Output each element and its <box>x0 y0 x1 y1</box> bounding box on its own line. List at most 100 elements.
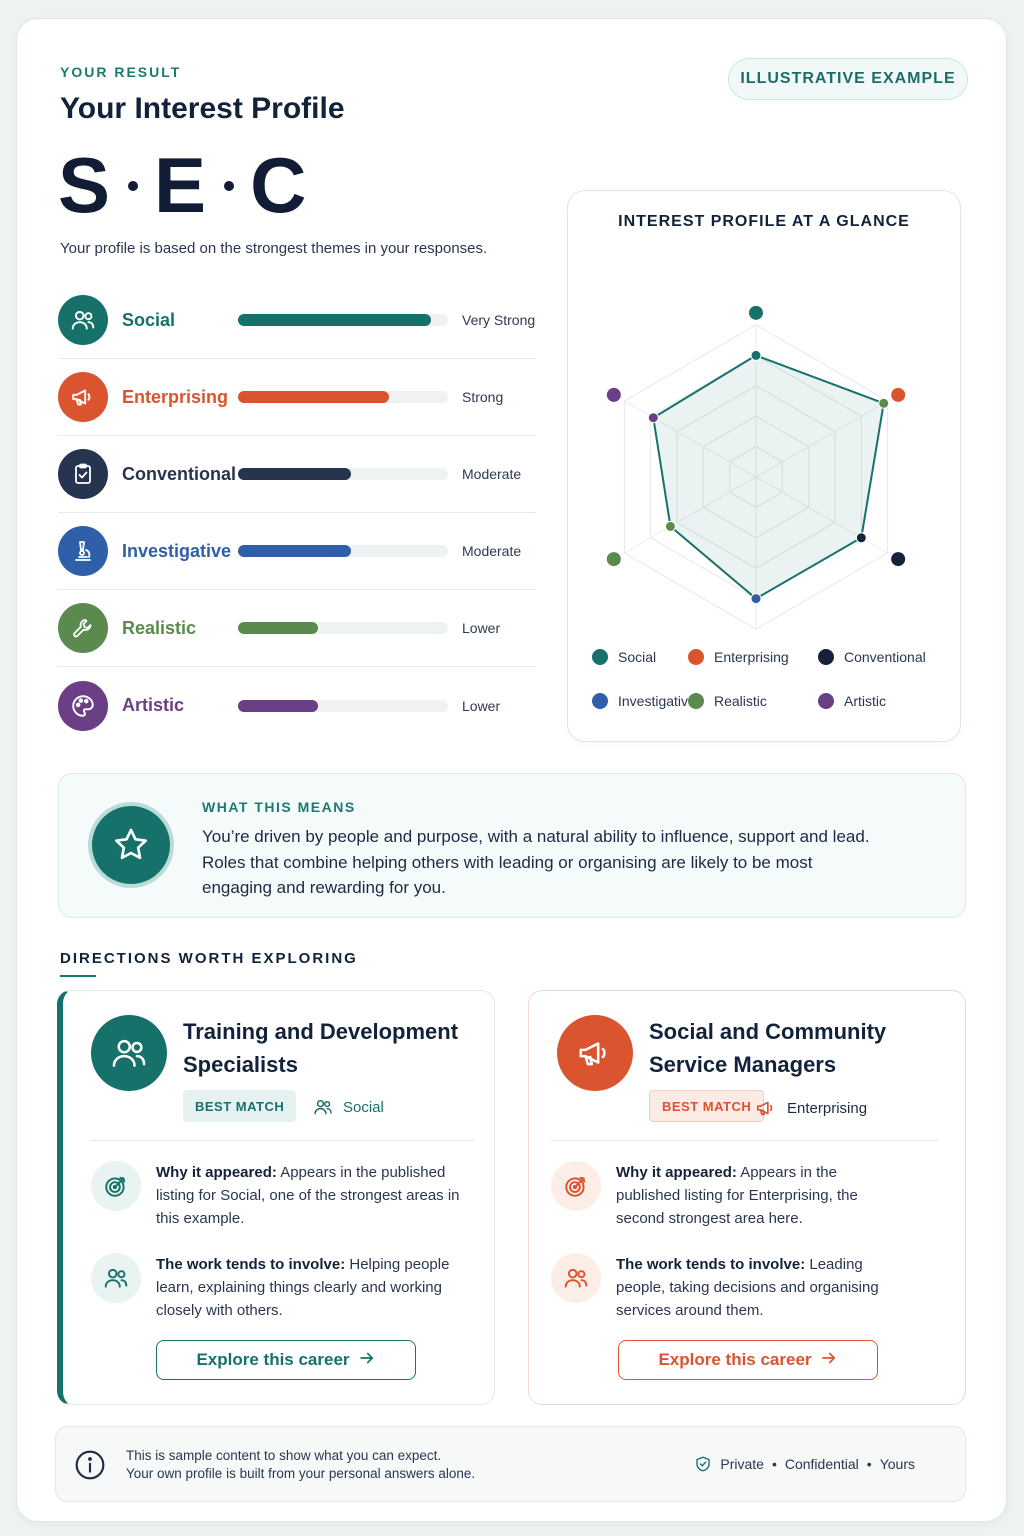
explore-career-button[interactable]: Explore this career <box>618 1340 878 1380</box>
theme-name: Conventional <box>122 463 237 484</box>
radar-value-point <box>750 593 762 605</box>
people-icon <box>551 1253 601 1303</box>
work-text: Leading people, taking decisions and org… <box>616 1256 879 1319</box>
legend-swatch <box>688 649 704 665</box>
legend-label: Conventional <box>844 649 926 665</box>
interest-code: S E C <box>58 140 308 231</box>
theme-name: Social <box>122 309 176 330</box>
people-icon <box>91 1015 167 1091</box>
theme-bar <box>238 391 448 403</box>
target-icon <box>91 1161 141 1211</box>
clipboard-icon <box>58 449 108 499</box>
theme-bar-fill <box>238 622 318 634</box>
theme-level: Moderate <box>462 466 522 482</box>
career-theme: Social <box>313 1097 384 1117</box>
theme-bar <box>238 699 448 712</box>
theme-row-realistic: Realistic Lower <box>58 590 536 667</box>
theme-bar <box>238 622 448 634</box>
legend-swatch <box>688 693 704 709</box>
dot-separator: • <box>866 1456 872 1472</box>
illustrative-badge: ILLUSTRATIVE EXAMPLE <box>728 58 968 100</box>
why-text: Appears in the published listing for Soc… <box>156 1164 460 1227</box>
work-text: Helping people learn, explaining things … <box>156 1256 450 1319</box>
theme-bar-fill <box>238 314 432 326</box>
legend-item: Realistic <box>688 691 818 711</box>
legend-label: Enterprising <box>714 649 789 665</box>
theme-row-artistic: Artistic Lower <box>58 667 536 744</box>
card-divider <box>551 1140 939 1141</box>
radar-value-point <box>855 532 867 544</box>
radar-value-point <box>750 349 762 361</box>
directions-eyebrow: DIRECTIONS WORTH EXPLORING <box>60 950 358 967</box>
code-letter-1: S <box>58 141 113 229</box>
legend-swatch <box>818 693 834 709</box>
radar-axis-marker <box>749 305 763 320</box>
theme-level: Lower <box>462 697 501 714</box>
radar-axis-marker <box>891 552 906 567</box>
radar-axis-marker <box>606 387 621 402</box>
megaphone-icon <box>557 1015 633 1091</box>
radar-axis <box>624 400 757 478</box>
radar-axis <box>755 400 888 478</box>
privacy-yours: Yours <box>879 1456 915 1472</box>
footer-notice: This is sample content to show what you … <box>55 1426 966 1502</box>
legend-item: Investigative <box>592 691 696 711</box>
radar-profile-area <box>652 354 885 600</box>
career-theme-label: Social <box>343 1098 384 1116</box>
radar-axis <box>624 476 757 554</box>
info-icon <box>74 1449 106 1486</box>
theme-row-social: Social Very Strong <box>58 282 536 359</box>
megaphone-icon <box>58 372 108 422</box>
legend-item: Conventional <box>818 647 942 667</box>
code-separator <box>128 180 139 191</box>
footer-line-1: This is sample content to show what you … <box>126 1448 442 1463</box>
what-this-means-panel: WHAT THIS MEANS You’re driven by people … <box>58 773 966 918</box>
code-separator <box>224 180 235 191</box>
best-match-tag: BEST MATCH <box>649 1090 765 1122</box>
eyebrow-your-result: YOUR RESULT <box>60 64 182 80</box>
privacy-private: Private <box>720 1456 764 1472</box>
theme-bar-fill <box>238 391 390 403</box>
theme-bar-fill <box>238 468 352 480</box>
theme-list: Social Very Strong Enterprising Strong C… <box>58 282 536 744</box>
people-icon <box>313 1097 333 1117</box>
legend-label: Artistic <box>844 693 886 709</box>
career-theme-label: Enterprising <box>787 1099 868 1117</box>
means-text: You’re driven by people and purpose, wit… <box>202 827 870 897</box>
footer-line-2: Your own profile is built from your pers… <box>126 1466 476 1481</box>
arrow-right-icon <box>358 1349 376 1372</box>
megaphone-icon <box>755 1097 777 1119</box>
legend-item: Enterprising <box>688 647 818 667</box>
radar-legend: Social Enterprising Conventional Investi… <box>592 647 942 711</box>
dot-separator: • <box>771 1456 777 1472</box>
theme-bar-fill <box>238 699 318 712</box>
legend-swatch <box>592 649 608 665</box>
page-title: Your Interest Profile <box>60 92 345 125</box>
career-card-training: Training and Development Specialists BES… <box>57 990 495 1405</box>
theme-bar <box>238 314 448 326</box>
legend-label: Realistic <box>714 693 767 709</box>
best-match-tag: BEST MATCH <box>183 1090 297 1122</box>
button-label: Explore this career <box>658 1350 812 1369</box>
theme-name: Enterprising <box>122 386 229 407</box>
legend-item: Social <box>592 647 688 667</box>
theme-level: Strong <box>462 389 504 405</box>
theme-row-investigative: Investigative Moderate <box>58 513 536 590</box>
wrench-icon <box>58 603 108 653</box>
star-icon <box>88 802 174 888</box>
career-card-community: Social and Community Service Managers BE… <box>528 990 966 1405</box>
why-label: Why it appeared: <box>156 1164 277 1181</box>
radar-chart <box>606 305 906 630</box>
theme-bar <box>238 468 448 480</box>
explore-career-button[interactable]: Explore this career <box>156 1340 416 1380</box>
theme-level: Very Strong <box>462 312 536 328</box>
arrow-right-icon <box>820 1349 838 1372</box>
microscope-icon <box>58 526 108 576</box>
code-letter-3: C <box>250 141 309 229</box>
card-divider <box>91 1140 475 1141</box>
people-icon <box>58 295 108 345</box>
radar-axis-marker <box>606 552 621 567</box>
why-label: Why it appeared: <box>616 1164 737 1181</box>
glance-title: INTEREST PROFILE AT A GLANCE <box>618 213 910 230</box>
theme-name: Realistic <box>122 617 197 638</box>
